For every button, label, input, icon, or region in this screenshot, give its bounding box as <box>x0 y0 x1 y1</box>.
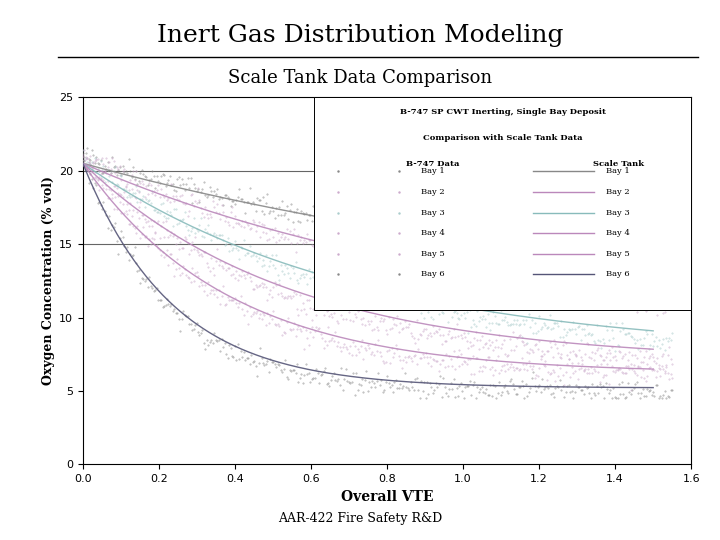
Text: B-747 Data: B-747 Data <box>406 160 459 167</box>
Text: Bay 2: Bay 2 <box>606 188 630 196</box>
FancyBboxPatch shape <box>314 97 691 310</box>
Text: Bay 5: Bay 5 <box>606 249 630 258</box>
Text: Bay 6: Bay 6 <box>606 270 630 278</box>
Text: Bay 6: Bay 6 <box>420 270 444 278</box>
Text: Bay 1: Bay 1 <box>420 167 444 176</box>
Text: Scale Tank: Scale Tank <box>593 160 644 167</box>
Y-axis label: Oxygen Concentration (% vol): Oxygen Concentration (% vol) <box>42 176 55 386</box>
Text: Bay 4: Bay 4 <box>606 229 630 237</box>
Text: Bay 3: Bay 3 <box>606 208 630 217</box>
Text: Comparison with Scale Tank Data: Comparison with Scale Tank Data <box>423 134 582 142</box>
Text: Bay 2: Bay 2 <box>420 188 444 196</box>
Text: Scale Tank Data Comparison: Scale Tank Data Comparison <box>228 69 492 87</box>
Text: AAR-422 Fire Safety R&D: AAR-422 Fire Safety R&D <box>278 512 442 525</box>
Text: B-747 SP CWT Inerting, Single Bay Deposit: B-747 SP CWT Inerting, Single Bay Deposi… <box>400 108 606 116</box>
Text: Bay 3: Bay 3 <box>420 208 444 217</box>
X-axis label: Overall VTE: Overall VTE <box>341 490 433 504</box>
Text: Inert Gas Distribution Modeling: Inert Gas Distribution Modeling <box>157 24 563 46</box>
Text: Bay 1: Bay 1 <box>606 167 630 176</box>
Text: Bay 5: Bay 5 <box>420 249 444 258</box>
Text: Bay 4: Bay 4 <box>420 229 444 237</box>
